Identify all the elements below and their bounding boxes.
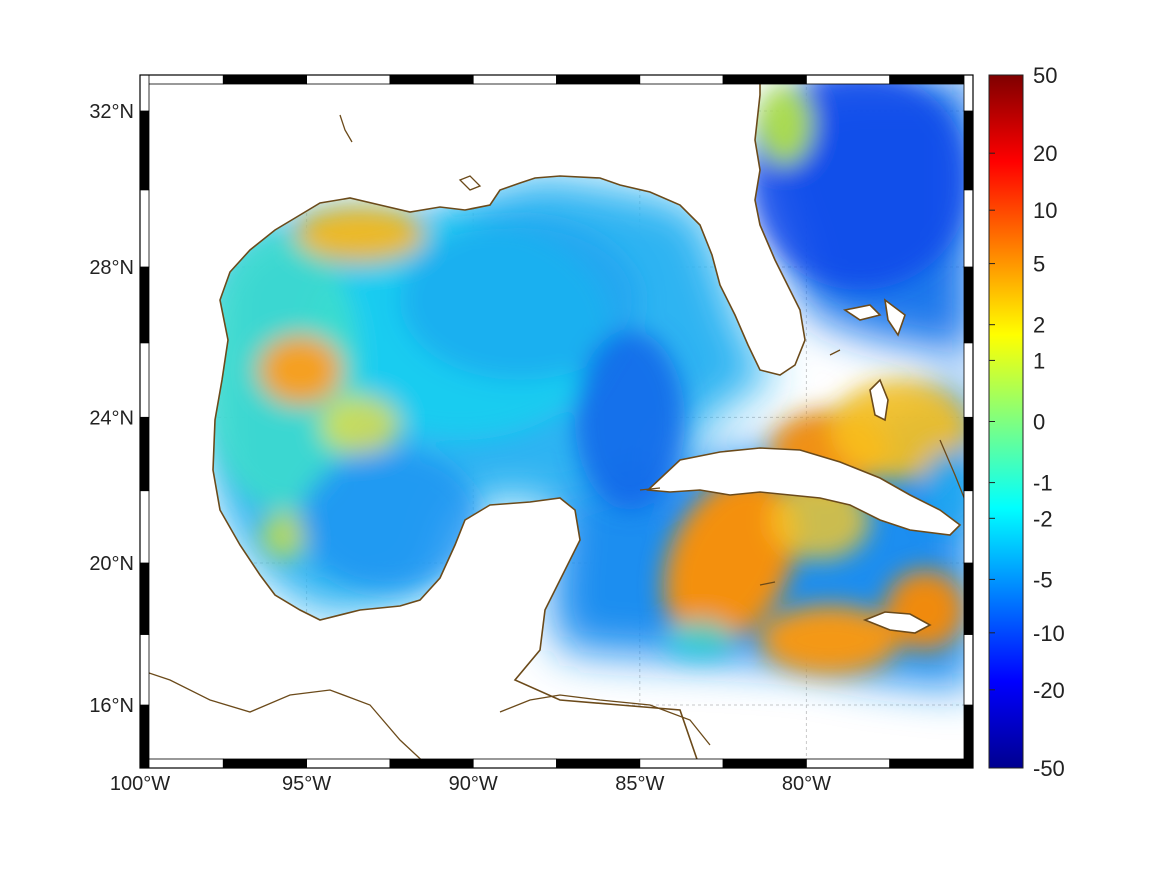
frame-segment [139, 189, 150, 268]
lon-tick-label: 85°W [615, 773, 664, 795]
frame-border [139, 74, 974, 769]
lon-tick-label: 80°W [782, 773, 831, 795]
jamaica [862, 611, 932, 634]
lat-tick-label: 16°N [89, 695, 134, 717]
frame-segment [806, 758, 891, 769]
field-features [200, 75, 973, 675]
colorbar-tick-label: 20 [1033, 141, 1057, 166]
frame-segment [556, 758, 641, 769]
frame-segment [139, 342, 150, 418]
frame-segment [306, 758, 391, 769]
frame-segment [963, 634, 974, 706]
colorbar-tick-label: 50 [1033, 63, 1057, 88]
colorbar-tick-label: 5 [1033, 252, 1045, 277]
frame-segment [139, 74, 150, 112]
frame-segment [306, 74, 391, 85]
colorbar-tick-label: 10 [1033, 198, 1057, 223]
frame-segment [139, 266, 150, 344]
bahamas-abaco [883, 298, 906, 337]
latitude-labels: 32°N 28°N 24°N 20°N 16°N [89, 101, 134, 717]
frame-segment [139, 416, 150, 492]
lat-tick-label: 28°N [89, 257, 134, 279]
colorbar-tick-label: 1 [1033, 348, 1045, 373]
frame-segment [963, 704, 974, 769]
frame-segment [139, 704, 150, 769]
frame-segment [222, 758, 308, 769]
frame-segment [806, 74, 891, 85]
colorbar-tick-label: -1 [1033, 471, 1053, 496]
frame-segment [963, 74, 974, 112]
frame-segment [963, 189, 974, 268]
lat-tick-label: 24°N [89, 407, 134, 429]
colorbar-tick-label: -10 [1033, 621, 1065, 646]
frame-segment [139, 562, 150, 635]
frame-segment [139, 110, 150, 191]
frame-segment [639, 74, 724, 85]
colorbar-tick-label: -50 [1033, 756, 1065, 781]
colorbar-tick-label: -2 [1033, 506, 1053, 531]
frame-segment [139, 758, 224, 769]
colorbar-tick-label: 2 [1033, 313, 1045, 338]
lon-tick-label: 100°W [110, 773, 170, 795]
frame-segment [722, 74, 807, 85]
bahamas-andros [869, 378, 889, 422]
lon-tick-label: 95°W [282, 773, 331, 795]
frame-segment [389, 74, 474, 85]
frame-segment [889, 74, 974, 85]
frame-segment [389, 758, 474, 769]
frame-segment [472, 758, 557, 769]
frame-segment [139, 74, 224, 85]
frame-segment [222, 74, 308, 85]
bahamas-grand [842, 304, 882, 321]
frame-segment [472, 74, 557, 85]
frame-segment [722, 758, 807, 769]
colorbar-tick-label: 0 [1033, 410, 1045, 435]
lat-tick-label: 32°N [89, 101, 134, 123]
frame-segment [639, 758, 724, 769]
colorbar-tick-label: -5 [1033, 567, 1053, 592]
longitude-labels: 100°W 95°W 90°W 85°W 80°W [110, 773, 831, 795]
frame-segment [963, 416, 974, 492]
frame-segment [963, 562, 974, 635]
frame-segment [889, 758, 974, 769]
frame-segment [139, 634, 150, 706]
lon-tick-label: 90°W [449, 773, 498, 795]
map-frame [139, 74, 974, 769]
lat-tick-label: 20°N [89, 553, 134, 575]
frame-segment [139, 490, 150, 564]
frame-segment [963, 342, 974, 418]
frame-segment [963, 266, 974, 344]
colorbar-tick-label: -20 [1033, 678, 1065, 703]
cuba [646, 447, 962, 536]
coastline-details [140, 114, 966, 768]
sea-level-anomaly-field [200, 75, 973, 690]
frame-segment [963, 110, 974, 191]
frame-segment [556, 74, 641, 85]
frame-segment [963, 490, 974, 564]
